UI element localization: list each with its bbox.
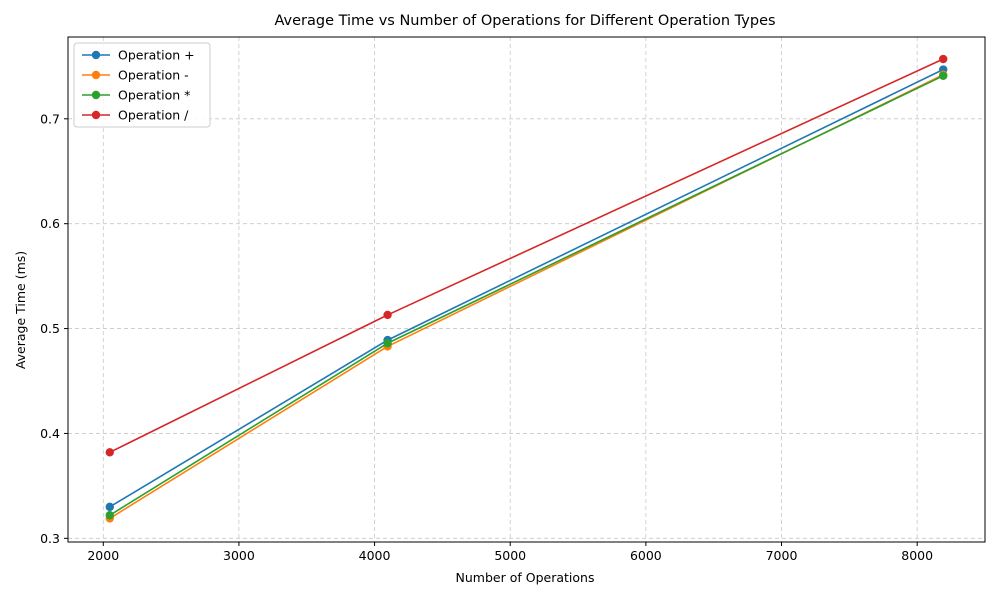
x-tick-label: 7000 bbox=[766, 548, 798, 563]
grid bbox=[68, 37, 985, 542]
series-line bbox=[109, 58, 944, 454]
y-tick-label: 0.7 bbox=[40, 111, 60, 126]
series-layer bbox=[105, 54, 948, 523]
data-point bbox=[105, 502, 114, 512]
legend-box bbox=[73, 42, 211, 128]
data-point bbox=[105, 448, 114, 457]
x-axis-label: Number of Operations bbox=[456, 570, 595, 585]
legend-label: Operation * bbox=[118, 88, 190, 103]
series-line bbox=[109, 75, 944, 516]
plot-frame bbox=[67, 36, 986, 543]
data-point bbox=[105, 511, 114, 520]
axes: 2000 3000 4000 5000 6000 7000 8000 0.3 0.4 0.5 0.6… bbox=[40, 36, 986, 563]
chart-title: Average Time vs Number of Operations for… bbox=[274, 13, 775, 29]
legend-label: Operation - bbox=[118, 68, 189, 83]
y-tick-label: 0.6 bbox=[40, 216, 60, 231]
x-tick-label: 2000 bbox=[87, 548, 119, 563]
data-point bbox=[939, 54, 948, 64]
series-2 bbox=[105, 70, 948, 523]
x-tick-label: 4000 bbox=[359, 548, 391, 563]
legend: Operation + Operation - Operation * Operati… bbox=[73, 42, 211, 128]
series-3 bbox=[105, 71, 948, 520]
data-point bbox=[383, 339, 392, 348]
legend-marker bbox=[91, 70, 101, 80]
legend-marker bbox=[91, 90, 101, 100]
legend-label: Operation + bbox=[118, 48, 195, 63]
y-tick-label: 0.3 bbox=[40, 531, 60, 546]
series-4 bbox=[105, 54, 948, 457]
series-1 bbox=[105, 65, 948, 512]
legend-marker bbox=[91, 110, 101, 120]
legend-item: Operation - bbox=[82, 68, 189, 83]
legend-marker bbox=[91, 50, 101, 60]
series-line bbox=[109, 74, 944, 520]
legend-item: Operation / bbox=[82, 108, 189, 123]
data-point bbox=[383, 310, 392, 320]
legend-item: Operation * bbox=[82, 88, 190, 103]
data-point bbox=[939, 71, 948, 81]
legend-item: Operation + bbox=[82, 48, 195, 63]
x-tick-label: 5000 bbox=[494, 548, 526, 563]
y-axis-label: Average Time (ms) bbox=[13, 251, 28, 369]
y-tick-label: 0.5 bbox=[40, 321, 60, 336]
y-tick-label: 0.4 bbox=[40, 426, 60, 441]
x-tick-label: 6000 bbox=[630, 548, 662, 563]
x-tick-label: 8000 bbox=[901, 548, 933, 563]
x-tick-label: 3000 bbox=[223, 548, 255, 563]
legend-label: Operation / bbox=[118, 108, 189, 123]
